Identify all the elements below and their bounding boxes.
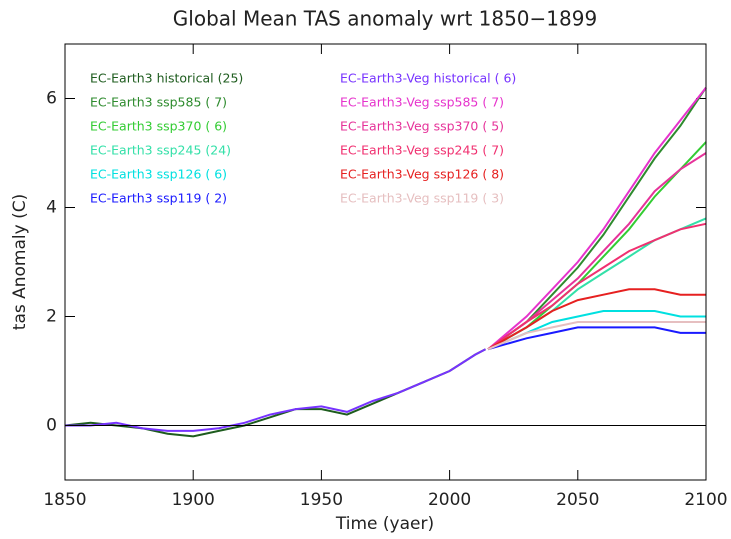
legend-entry: EC-Earth3 historical (25) [90, 71, 243, 86]
series-line [487, 141, 707, 351]
series-line [487, 310, 706, 351]
x-tick-label: 1950 [300, 490, 343, 510]
series-line [487, 152, 707, 351]
x-tick-label: 2000 [428, 490, 471, 510]
legend-entry: EC-Earth3-Veg historical ( 6) [340, 71, 516, 86]
x-tick-label: 2100 [684, 490, 727, 510]
legend-entry: EC-Earth3 ssp585 ( 7) [90, 95, 227, 110]
series-line [487, 288, 706, 351]
chart-title: Global Mean TAS anomaly wrt 1850−1899 [173, 7, 597, 31]
y-tick-label: 0 [46, 416, 57, 436]
series-line [65, 348, 486, 432]
series-line [487, 326, 706, 351]
legend-entry: EC-Earth3-Veg ssp370 ( 5) [340, 119, 504, 134]
legend-entry: EC-Earth3 ssp126 ( 6) [90, 167, 227, 182]
series-line [487, 86, 707, 350]
legend-entry: EC-Earth3 ssp245 (24) [90, 143, 231, 158]
y-axis-label: tas Anomaly (C) [10, 194, 30, 330]
series-line [64, 348, 486, 438]
legend-entry: EC-Earth3-Veg ssp119 ( 3) [340, 191, 504, 206]
y-tick-label: 2 [46, 307, 57, 327]
legend-entry: EC-Earth3 ssp370 ( 6) [90, 119, 227, 134]
series-line [487, 222, 707, 351]
x-axis-label: Time (yaer) [335, 514, 434, 534]
y-tick-label: 4 [46, 198, 57, 218]
x-tick-label: 2050 [556, 490, 599, 510]
legend-entry: EC-Earth3-Veg ssp126 ( 8) [340, 167, 504, 182]
y-tick-label: 6 [46, 89, 57, 109]
legend-entry: EC-Earth3-Veg ssp585 ( 7) [340, 95, 504, 110]
plot-frame [64, 43, 707, 481]
x-tick-label: 1900 [172, 490, 215, 510]
series-line [487, 321, 706, 351]
x-tick-label: 1850 [43, 490, 86, 510]
legend-entry: EC-Earth3 ssp119 ( 2) [90, 191, 227, 206]
legend-entry: EC-Earth3-Veg ssp245 ( 7) [340, 143, 504, 158]
series-line [487, 87, 707, 351]
